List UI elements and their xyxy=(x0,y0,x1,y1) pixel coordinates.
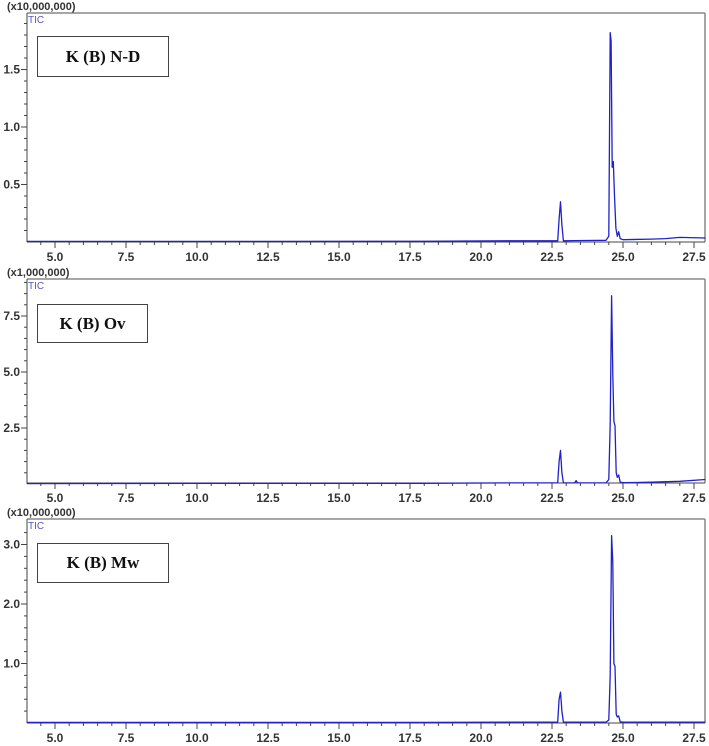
x-tick-label: 7.5 xyxy=(118,491,135,505)
x-tick-label: 27.5 xyxy=(682,491,706,505)
y-tick-label: 7.5 xyxy=(3,309,20,323)
x-tick-label: 15.0 xyxy=(327,491,351,505)
x-tick-label: 5.0 xyxy=(47,491,64,505)
y-tick-label: 3.0 xyxy=(3,538,20,552)
x-tick-label: 7.5 xyxy=(118,250,135,264)
sample-label-box-mw: K (B) Mw xyxy=(37,543,169,583)
x-tick-label: 17.5 xyxy=(398,731,422,745)
x-tick-label: 5.0 xyxy=(47,731,64,745)
sample-label-box-nd: K (B) N-D xyxy=(37,36,169,77)
sample-label-ov: K (B) Ov xyxy=(59,313,126,333)
trace-label: TIC xyxy=(28,281,44,292)
y-tick-label: 2.5 xyxy=(3,421,20,435)
trace-label: TIC xyxy=(28,521,44,532)
y-scale-label: (x10,000,000) xyxy=(7,1,76,13)
chromatogram-panel-3: 1.0 2.0 3.0 5.0 7.5 10.0 12.5 15.0 17.5 20.0 22.5 2… xyxy=(3,507,706,745)
trace-label: TIC xyxy=(28,15,44,26)
y-tick-label: 0.5 xyxy=(3,178,20,192)
y-tick-label: 1.5 xyxy=(3,63,20,77)
x-tick-label: 7.5 xyxy=(118,731,135,745)
x-tick-label: 10.0 xyxy=(185,731,209,745)
x-tick-label: 22.5 xyxy=(540,731,564,745)
sample-label-box-ov: K (B) Ov xyxy=(37,304,148,343)
x-tick-label: 25.0 xyxy=(611,250,635,264)
x-tick-label: 20.0 xyxy=(469,250,493,264)
y-tick-label: 5.0 xyxy=(3,365,20,379)
x-tick-label: 5.0 xyxy=(47,250,64,264)
y-tick-label: 2.0 xyxy=(3,597,20,611)
x-tick-label: 27.5 xyxy=(682,731,706,745)
x-tick-label: 22.5 xyxy=(540,491,564,505)
x-tick-label: 12.5 xyxy=(256,491,280,505)
tic-trace xyxy=(26,32,706,243)
x-tick-label: 15.0 xyxy=(327,250,351,264)
x-tick-label: 25.0 xyxy=(611,731,635,745)
x-tick-label: 17.5 xyxy=(398,250,422,264)
chromatogram-panel-1: 0.5 1.0 1.5 5.0 7.5 10.0 12.5 15.0 17.5 20.0 22.5 2… xyxy=(3,1,706,264)
y-scale-label: (x10,000,000) xyxy=(7,507,76,519)
x-tick-label: 20.0 xyxy=(469,491,493,505)
x-tick-label: 12.5 xyxy=(256,250,280,264)
x-tick-label: 10.0 xyxy=(185,491,209,505)
x-tick-label: 10.0 xyxy=(185,250,209,264)
sample-label-nd: K (B) N-D xyxy=(65,46,141,66)
y-tick-label: 1.0 xyxy=(3,657,20,671)
sample-label-mw: K (B) Mw xyxy=(66,553,140,572)
x-tick-label: 25.0 xyxy=(611,491,635,505)
x-tick-label: 15.0 xyxy=(327,731,351,745)
x-tick-label: 12.5 xyxy=(256,731,280,745)
tic-trace xyxy=(26,534,706,724)
tic-trace xyxy=(26,295,706,485)
y-tick-label: 1.0 xyxy=(3,120,20,134)
x-tick-label: 27.5 xyxy=(682,250,706,264)
chromatogram-panel-2: 2.5 5.0 7.5 5.0 7.5 10.0 12.5 15.0 17.5 20.0 22.5 2… xyxy=(3,267,706,505)
x-tick-label: 20.0 xyxy=(469,731,493,745)
y-scale-label: (x1,000,000) xyxy=(7,267,70,279)
x-tick-label: 17.5 xyxy=(398,491,422,505)
x-tick-label: 22.5 xyxy=(540,250,564,264)
